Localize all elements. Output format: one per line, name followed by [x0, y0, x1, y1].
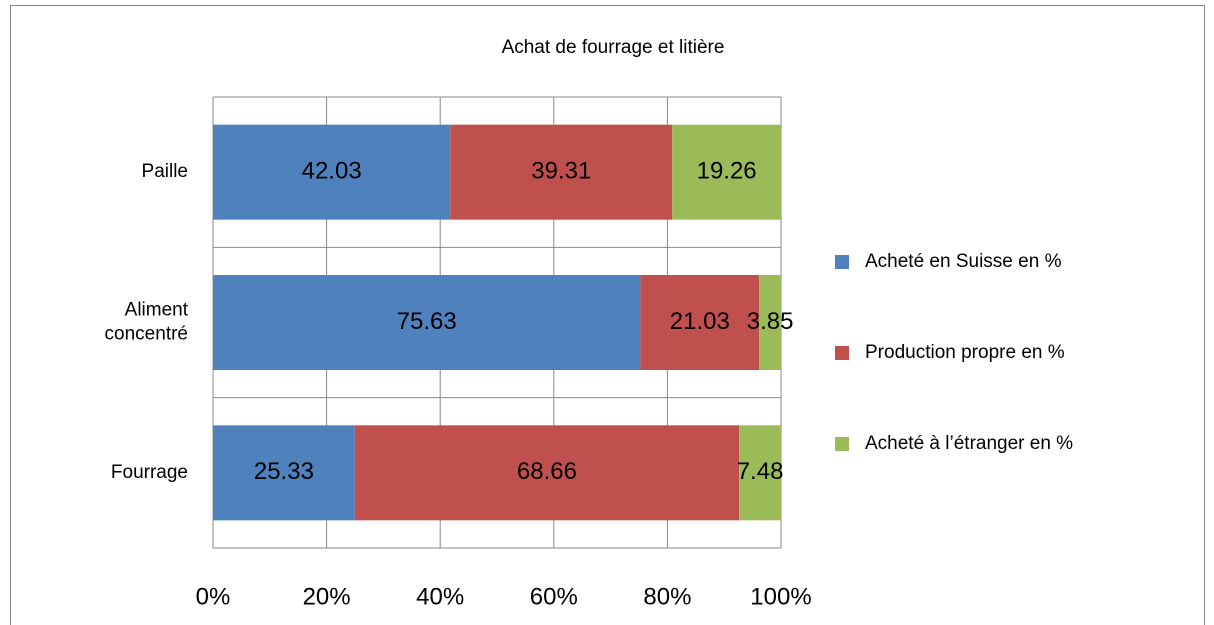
bar-segment	[739, 425, 781, 521]
x-tick-label: 0%	[196, 583, 231, 610]
bar-segment	[640, 275, 760, 370]
data-label: 68.66	[517, 458, 577, 485]
data-label: 25.33	[254, 458, 314, 485]
bar-segment	[213, 275, 641, 370]
x-tick-label: 20%	[303, 583, 351, 610]
data-label: 19.26	[697, 158, 757, 185]
x-tick-label: 100%	[750, 583, 811, 610]
x-tick-label: 80%	[643, 583, 691, 610]
bar-segment	[672, 124, 781, 220]
bar-segment	[213, 124, 451, 220]
bar-segment	[354, 425, 740, 521]
data-label: 75.63	[397, 308, 457, 335]
chart-title: Achat de fourrage et litière	[502, 37, 725, 58]
legend-swatch	[835, 437, 849, 451]
data-label: 21.03	[670, 308, 730, 335]
legend-label: Production propre en %	[865, 342, 1065, 363]
legend-swatch	[835, 346, 849, 360]
data-label: 7.48	[737, 458, 784, 485]
data-label: 3.85	[747, 308, 794, 335]
bar-segment	[759, 275, 781, 370]
legend-label: Acheté en Suisse en %	[865, 251, 1062, 272]
bar-segment	[213, 425, 355, 521]
data-label: 42.03	[302, 158, 362, 185]
legend-swatch	[835, 255, 849, 269]
y-tick-label: Paille	[142, 161, 188, 182]
x-tick-label: 60%	[530, 583, 578, 610]
x-tick-label: 40%	[416, 583, 464, 610]
legend-label: Acheté à l’étranger en %	[865, 433, 1073, 454]
data-label: 39.31	[531, 158, 591, 185]
y-tick-label: Aliment concentré	[105, 300, 189, 345]
bar-segment	[450, 124, 673, 220]
y-tick-label: Fourrage	[111, 462, 188, 483]
